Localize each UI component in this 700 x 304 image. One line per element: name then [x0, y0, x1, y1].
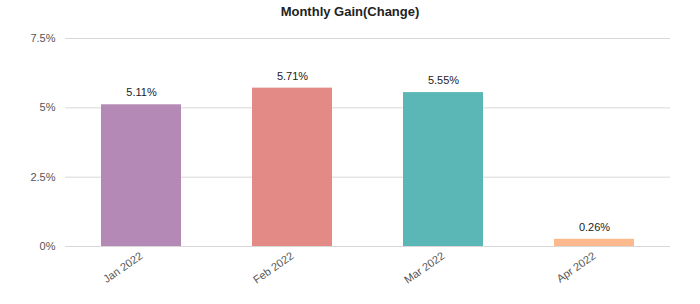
svg-text:2.5%: 2.5% — [30, 171, 55, 183]
svg-text:Feb 2022: Feb 2022 — [251, 249, 296, 285]
svg-text:Mar 2022: Mar 2022 — [402, 249, 447, 285]
svg-text:5.71%: 5.71% — [277, 70, 308, 82]
svg-text:Apr 2022: Apr 2022 — [554, 249, 597, 284]
svg-text:5%: 5% — [40, 101, 56, 113]
svg-text:7.5%: 7.5% — [30, 32, 55, 44]
html-text:Monthly Gain(Change): Monthly Gain(Change) — [280, 4, 420, 19]
svg-text:0%: 0% — [40, 240, 56, 252]
svg-text:5.55%: 5.55% — [428, 74, 459, 86]
svg-text:5.11%: 5.11% — [126, 86, 157, 98]
svg-text:0.26%: 0.26% — [579, 221, 610, 233]
svg-text:Jan 2022: Jan 2022 — [101, 249, 145, 285]
